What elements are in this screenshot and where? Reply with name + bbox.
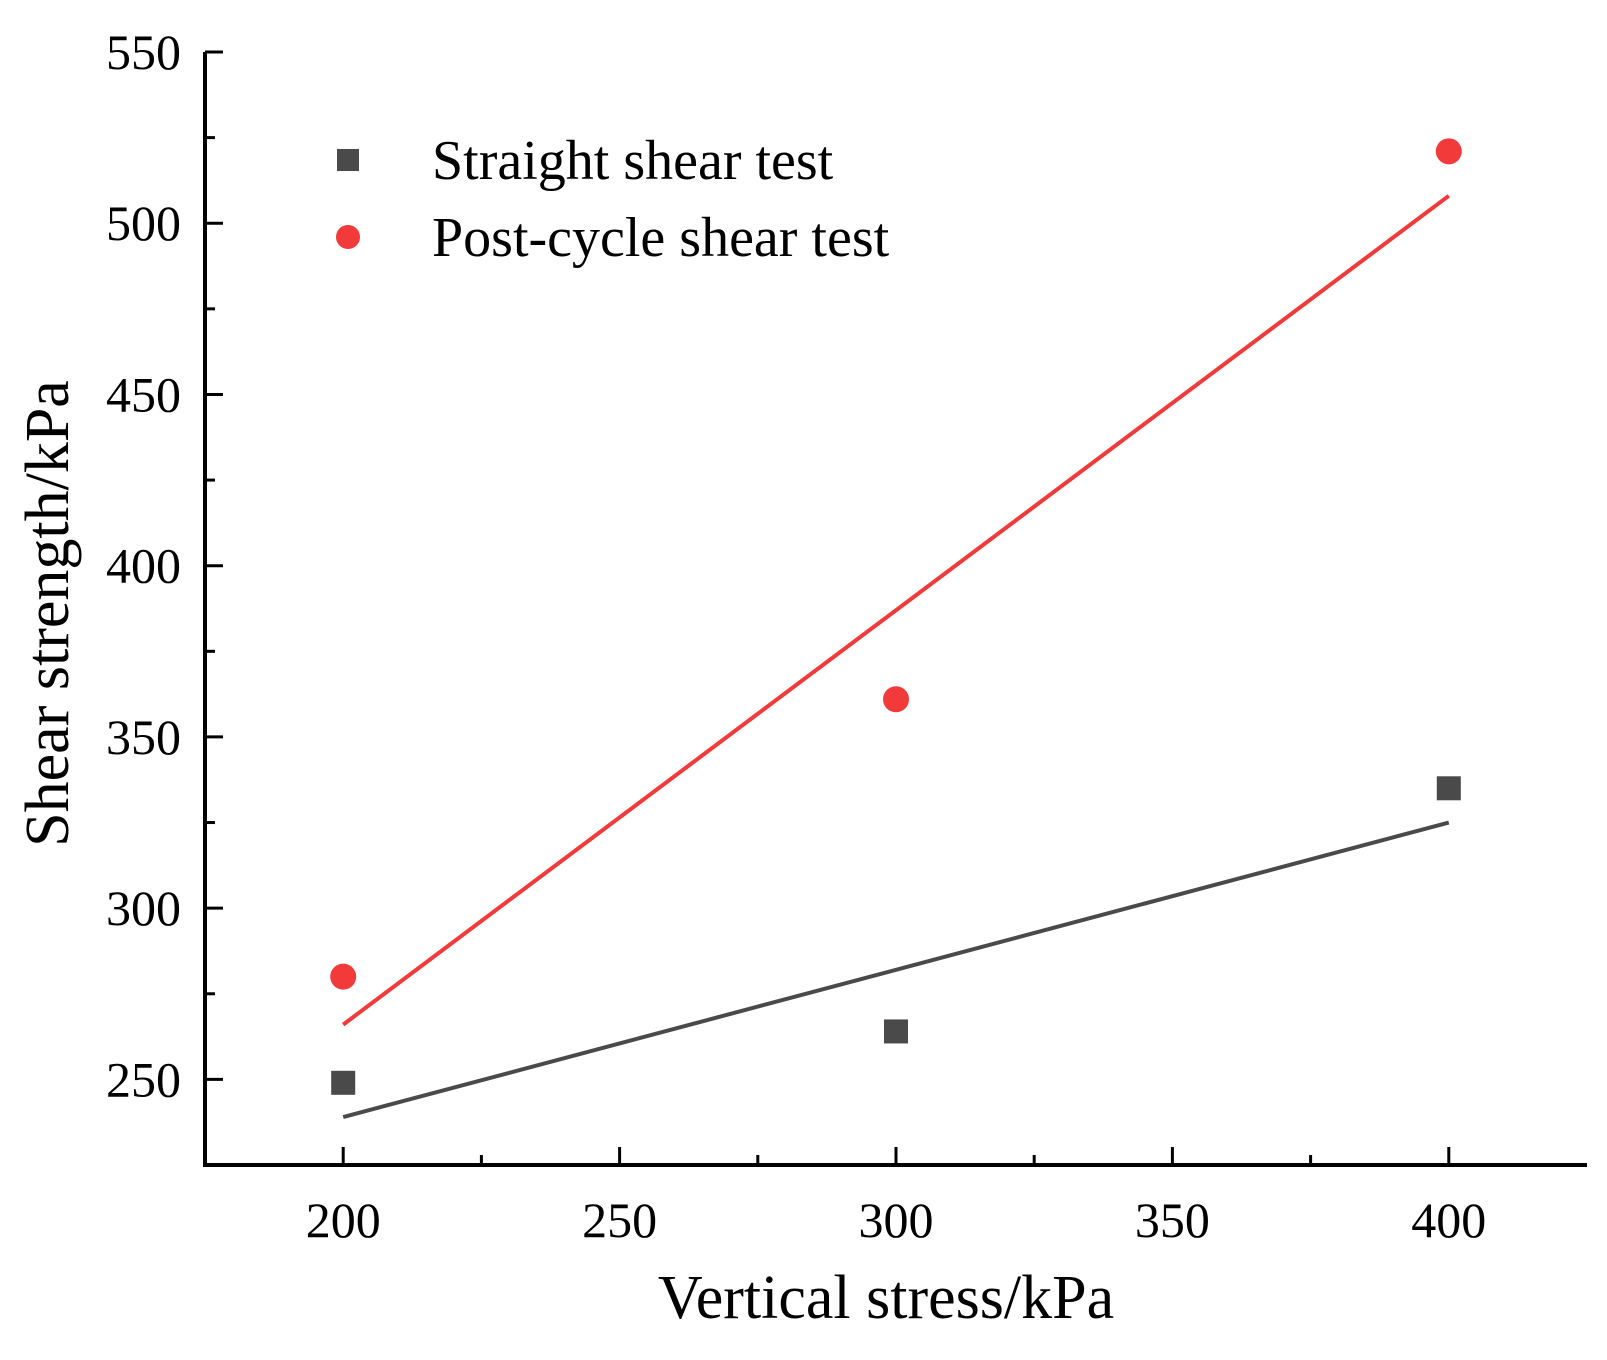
x-axis-title: Vertical stress/kPa [658,1264,1114,1332]
legend-marker-square [337,149,359,171]
y-tick-label: 550 [106,24,181,80]
x-tick-label: 350 [1135,1192,1210,1248]
legend: Straight shear test Post-cycle shear test [336,130,890,269]
legend-label: Post-cycle shear test [432,207,890,269]
x-tick-label: 250 [582,1192,657,1248]
x-tick-label: 400 [1411,1192,1486,1248]
y-tick-label: 350 [106,709,181,765]
legend-marker-circle [336,225,360,249]
y-tick-label: 400 [106,538,181,594]
fit-line-series-1 [342,820,1450,1119]
legend-label: Straight shear test [432,130,834,192]
fit-lines [342,194,1450,1119]
data-point-series-2 [883,686,909,713]
data-point-series-1 [331,1070,356,1095]
y-tick-label: 250 [106,1051,181,1107]
data-point-series-1 [1436,776,1461,801]
x-tick-label: 300 [859,1192,934,1248]
y-tick-label: 500 [106,195,181,251]
data-points [330,138,1462,1095]
fit-line-series-2 [342,194,1450,1027]
axes: 200 250 300 350 400 250 300 350 400 450 500 550 [106,24,1587,1248]
y-tick-label: 450 [106,366,181,422]
data-point-series-1 [884,1019,908,1044]
x-tick-label: 200 [306,1192,381,1248]
data-point-series-2 [330,963,357,990]
data-point-series-2 [1435,138,1462,165]
y-tick-label: 300 [106,880,181,936]
y-axis-title: Shear strength/kPa [14,380,82,847]
